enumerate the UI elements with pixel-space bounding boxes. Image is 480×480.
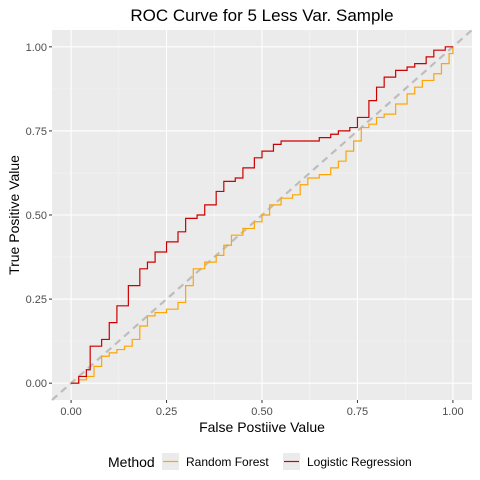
legend-title: Method — [108, 454, 155, 470]
y-tick-label: 0.00 — [26, 378, 47, 390]
series-line-random-forest — [71, 46, 454, 384]
x-tick-label: 0.75 — [347, 406, 368, 418]
y-tick-label: 1.00 — [26, 42, 47, 54]
y-tick-label: 0.50 — [26, 210, 47, 222]
x-tick-label: 1.00 — [442, 406, 463, 418]
y-tick-label: 0.25 — [26, 294, 47, 306]
legend-label: Random Forest — [186, 455, 269, 469]
legend: Method Random Forest Logistic Regression — [108, 453, 412, 470]
y-axis-ticks: 0.00 0.25 0.50 0.75 1.00 — [26, 42, 52, 390]
x-axis-ticks: 0.00 0.25 0.50 0.75 1.00 — [60, 400, 464, 418]
series-line-logistic-regression — [71, 46, 453, 384]
y-tick-label: 0.75 — [26, 126, 47, 138]
series-layer — [71, 46, 454, 384]
legend-label: Logistic Regression — [307, 455, 412, 469]
x-tick-label: 0.25 — [156, 406, 177, 418]
x-tick-label: 0.00 — [60, 406, 81, 418]
x-axis-title: False Postiive Value — [199, 419, 325, 435]
chart-title: ROC Curve for 5 Less Var. Sample — [130, 6, 393, 25]
x-tick-label: 0.50 — [251, 406, 272, 418]
y-axis-title: True Positive Value — [6, 155, 22, 275]
